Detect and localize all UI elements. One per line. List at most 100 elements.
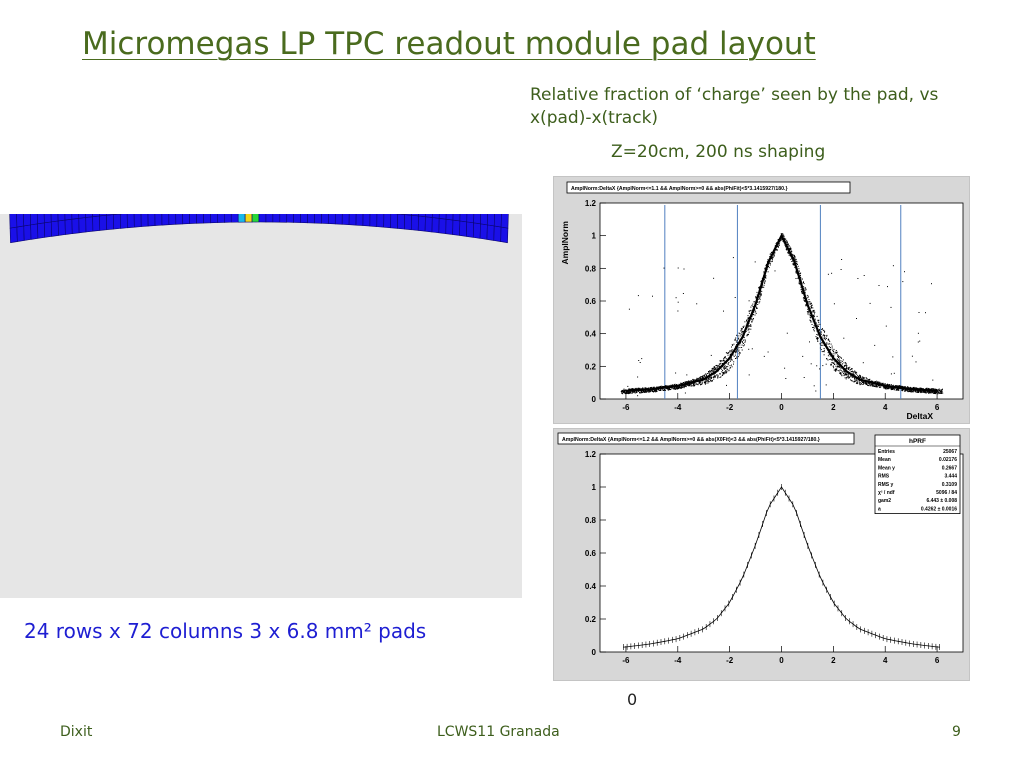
x-tick-label: -2 (726, 403, 734, 412)
y-tick-label: 0.2 (585, 362, 597, 371)
scatter-point (777, 239, 779, 241)
scatter-point (741, 347, 743, 348)
scatter-point (852, 371, 854, 372)
scatter-point (821, 336, 823, 338)
scatter-point (798, 283, 800, 285)
scatter-point (855, 371, 857, 373)
scatter-point (874, 381, 876, 383)
scatter-point (789, 249, 791, 250)
scatter-point (797, 265, 799, 267)
scatter-point (737, 356, 739, 358)
scatter-point (752, 303, 754, 305)
scatter-point (875, 386, 877, 388)
scatter-point (790, 248, 792, 250)
scatter-point (731, 346, 732, 348)
scatter-point (755, 305, 757, 307)
scatter-point (727, 366, 729, 368)
outlier-point (748, 374, 750, 376)
scatter-point (934, 393, 936, 394)
scatter-point (648, 387, 650, 389)
scatter-point (857, 375, 859, 377)
scatter-point (776, 249, 778, 251)
x-tick-label: -4 (674, 656, 682, 665)
scatter-point (731, 366, 733, 368)
scatter-point (784, 237, 785, 239)
scatter-point (724, 371, 726, 372)
scatter-point (764, 277, 766, 278)
scatter-point (701, 376, 702, 378)
scatter-point (756, 294, 758, 296)
scatter-point (736, 349, 738, 351)
scatter-point (805, 289, 807, 291)
scatter-point (714, 368, 716, 370)
scatter-point (854, 379, 856, 381)
scatter-point (888, 387, 890, 389)
y-tick-label: 1.2 (585, 199, 597, 208)
scatter-point (674, 383, 676, 385)
x-tick-label: -6 (622, 403, 630, 412)
scatter-point (779, 241, 781, 243)
scatter-point (793, 264, 795, 266)
scatter-point (883, 383, 885, 385)
scatter-point (834, 368, 836, 370)
scatter-point (707, 381, 709, 383)
scatter-point (711, 372, 713, 374)
scatter-point (709, 378, 711, 380)
y-tick-label: 0 (592, 395, 597, 404)
scatter-point (705, 382, 707, 384)
scatter-point (754, 309, 756, 311)
scatter-point (673, 388, 675, 390)
scatter-point (720, 361, 722, 363)
scatter-point (895, 389, 897, 391)
scatter-point (702, 375, 703, 377)
scatter-point (840, 357, 842, 358)
scatter-point (630, 388, 632, 390)
scatter-point (746, 335, 748, 337)
scatter-point (832, 353, 834, 355)
scatter-point (783, 237, 785, 239)
scatter-point (866, 378, 868, 380)
scatter-point (722, 370, 724, 371)
scatter-point (795, 260, 797, 262)
scatter-point (707, 382, 709, 384)
scatter-point (713, 374, 715, 376)
scatter-point (775, 249, 777, 251)
scatter-point (888, 384, 889, 386)
scatter-point (833, 348, 835, 350)
scatter-point (882, 386, 884, 388)
scatter-point (892, 388, 893, 390)
scatter-point (921, 391, 923, 392)
scatter-point (622, 393, 624, 395)
scatter-point (803, 281, 804, 283)
y-tick-label: 0.6 (585, 297, 597, 306)
outlier-point (802, 355, 804, 357)
scatter-point (764, 267, 766, 269)
scatter-point (714, 373, 716, 374)
scatter-point (653, 386, 655, 388)
scatter-point (859, 384, 861, 385)
scatter-point (859, 374, 861, 376)
scatter-point (819, 343, 821, 345)
scatter-point (843, 371, 845, 373)
outlier-point (917, 332, 919, 334)
scatter-point (735, 351, 737, 353)
scatter-point (771, 259, 773, 261)
scatter-point (907, 389, 909, 391)
scatter-point (767, 271, 769, 273)
scatter-point (861, 383, 863, 385)
scatter-point (806, 294, 808, 296)
outlier-point (732, 257, 734, 259)
scatter-point (788, 254, 790, 256)
scatter-point (929, 391, 931, 392)
scatter-point (845, 364, 847, 366)
scatter-point (839, 373, 841, 374)
scatter-point (836, 363, 838, 365)
outlier-point (682, 293, 684, 294)
scatter-point (803, 283, 805, 285)
pad-hit (251, 214, 260, 223)
outlier-point (857, 278, 859, 279)
scatter-point (876, 380, 878, 382)
scatter-point (901, 389, 903, 391)
scatter-point (836, 358, 838, 360)
pad (140, 214, 149, 227)
